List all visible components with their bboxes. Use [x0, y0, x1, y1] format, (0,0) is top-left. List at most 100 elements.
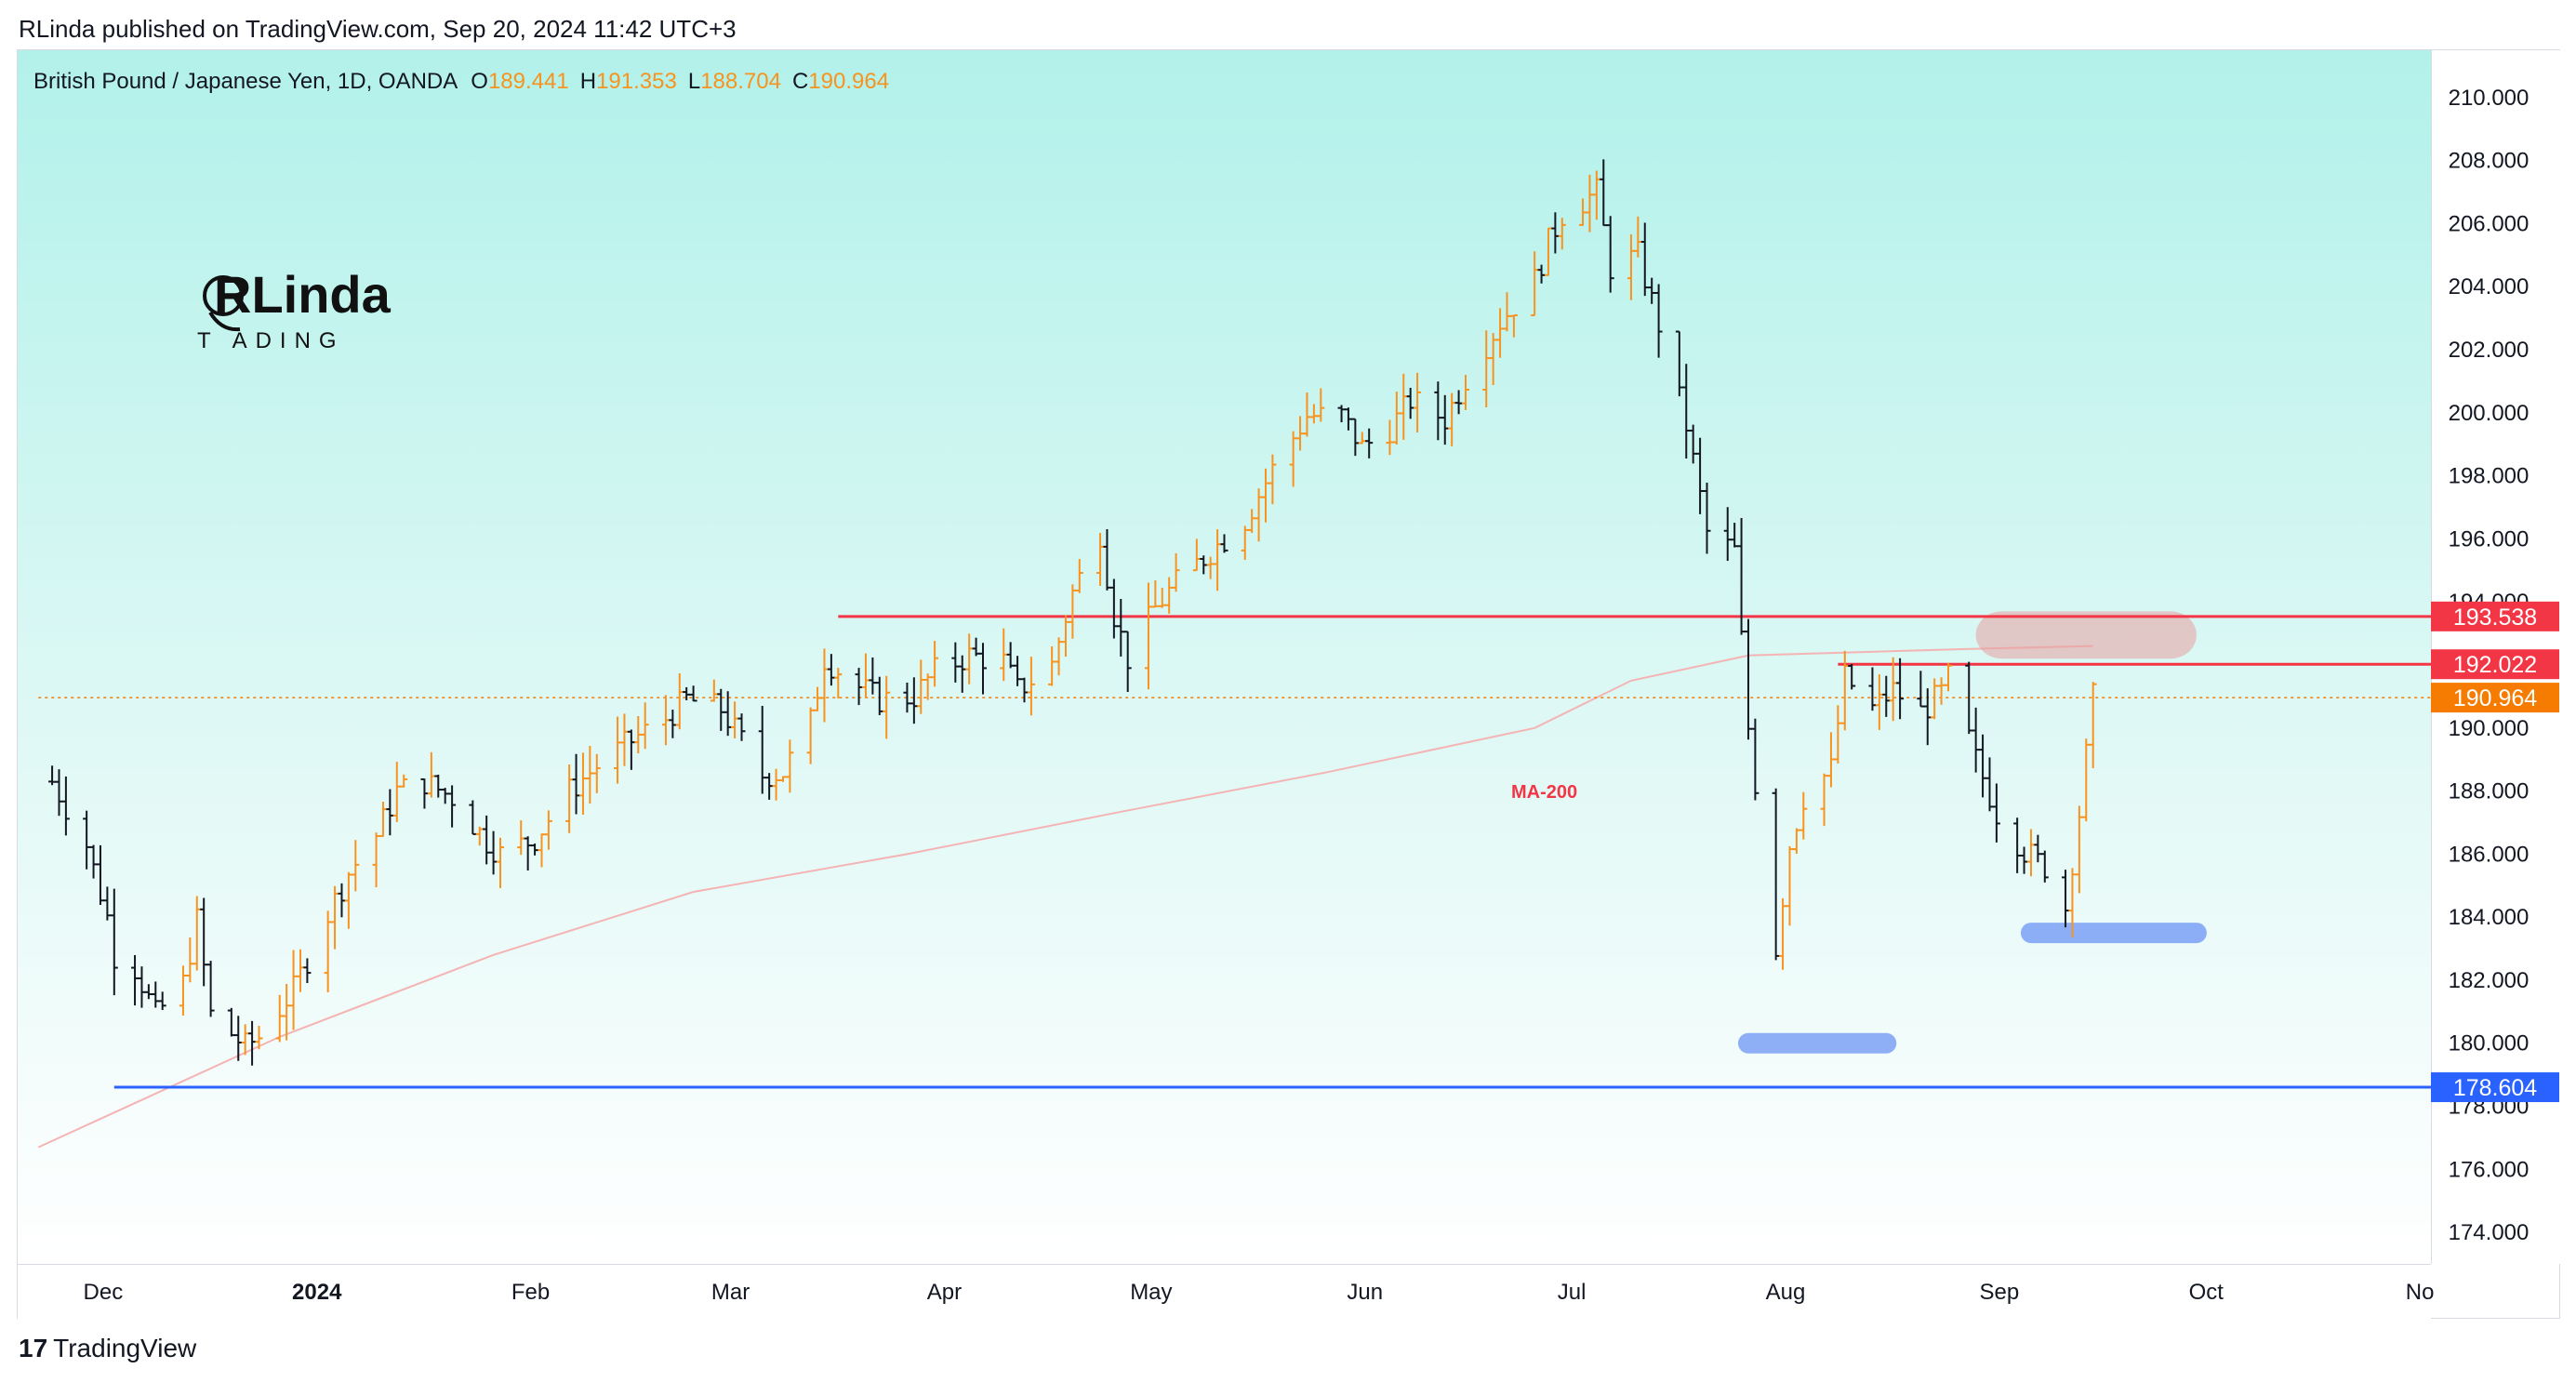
- ohlc-bar: [475, 826, 484, 846]
- ohlc-bar: [731, 701, 739, 738]
- ohlc-bar: [724, 691, 732, 737]
- ohlc-bar: [96, 844, 104, 906]
- ohlc-bar: [1834, 705, 1842, 764]
- ohlc-bar: [1896, 658, 1905, 720]
- ohlc-bar: [1509, 314, 1518, 338]
- ohlc-bar: [103, 886, 112, 921]
- ma200-label: MA-200: [1511, 782, 1577, 803]
- ohlc-bar: [758, 705, 766, 794]
- ohlc-bar: [765, 773, 774, 800]
- ohlc-bar: [883, 675, 891, 739]
- ohlc-bar: [614, 716, 622, 784]
- ohlc-bar: [1061, 615, 1069, 658]
- ohlc-bar: [1454, 390, 1463, 415]
- ohlc-bar: [1255, 488, 1263, 542]
- y-tick-label: 196.000: [2449, 526, 2530, 551]
- ohlc-bar: [917, 659, 925, 714]
- ohlc-bar: [1875, 674, 1883, 730]
- ohlc-bar: [138, 966, 146, 1008]
- ohlc-bar: [1482, 330, 1491, 408]
- ohlc-bar: [1386, 419, 1394, 456]
- ohlc-bar: [786, 739, 794, 793]
- ohlc-bar: [1503, 292, 1511, 332]
- symbol-legend: British Pound / Japanese Yen, 1D, OANDA O…: [33, 69, 900, 95]
- ohlc-bar: [592, 753, 601, 793]
- ohlc-bar: [820, 648, 829, 723]
- ohlc-bar: [1392, 392, 1401, 445]
- rlinda-logo: RLinda T ADING: [197, 265, 392, 353]
- ohlc-bar: [834, 668, 843, 699]
- price-tag: [2431, 601, 2559, 631]
- ohlc-bar: [1206, 556, 1215, 579]
- ohlc-bar: [951, 642, 960, 683]
- ohlc-bar: [1985, 757, 1994, 812]
- tradingview-logo-icon: 17: [19, 1334, 48, 1362]
- y-tick-label: 200.000: [2449, 401, 2530, 426]
- ohlc-bar: [627, 729, 635, 770]
- ohlc-bar: [1248, 509, 1256, 534]
- price-bars: [48, 159, 2097, 1066]
- ohlc-bar: [1848, 664, 1856, 690]
- ohlc-bar: [483, 815, 491, 865]
- x-tick-label: May: [1130, 1280, 1172, 1305]
- ohlc-bar: [1344, 407, 1352, 431]
- ohlc-bar: [1200, 555, 1208, 575]
- price-tags: 193.538 192.022 190.964 178.604: [2431, 601, 2559, 1103]
- ohlc-bar: [641, 702, 649, 750]
- ohlc-bar: [778, 776, 787, 782]
- ohlc-bar: [1144, 582, 1152, 690]
- open-value: 189.441: [487, 69, 569, 94]
- x-tick-label: Oct: [2189, 1280, 2224, 1305]
- ohlc-bar: [1000, 628, 1008, 682]
- ohlc-bar: [958, 655, 966, 693]
- y-tick-label: 190.000: [2449, 716, 2530, 741]
- ohlc-bar: [1627, 234, 1635, 300]
- ohlc-bar: [2020, 846, 2028, 874]
- ohlc-bar: [1123, 631, 1132, 693]
- ohlc-bar: [1165, 577, 1174, 614]
- ohlc-bar: [1923, 688, 1932, 746]
- ohlc-bar: [158, 991, 166, 1010]
- ohlc-bar: [1441, 394, 1449, 445]
- ohlc-bar: [1931, 678, 1939, 720]
- ohlc-bar: [1048, 646, 1056, 686]
- high-value: 191.353: [596, 69, 677, 94]
- ohlc-bar: [1937, 677, 1945, 705]
- ohlc-bar: [186, 937, 194, 983]
- ohlc-bar: [661, 695, 670, 746]
- ohlc-bar: [1261, 468, 1269, 523]
- y-tick-label: 208.000: [2449, 149, 2530, 174]
- ohlc-bar: [1696, 437, 1705, 514]
- ohlc-bar: [227, 1007, 235, 1037]
- ohlc-bar: [1496, 308, 1505, 358]
- price-tag: [2431, 1072, 2559, 1103]
- ohlc-bar: [1192, 538, 1201, 572]
- ohlc-bar: [331, 885, 339, 950]
- tradingview-footer[interactable]: 17 TradingView: [19, 1334, 196, 1363]
- ohlc-bar: [931, 641, 939, 687]
- ohlc-bar: [683, 686, 691, 700]
- ohlc-bar: [83, 810, 91, 870]
- ohlc-bar: [669, 710, 677, 738]
- ohlc-bar: [972, 637, 980, 657]
- ohlc-bar: [2013, 817, 2022, 873]
- y-tick-label: 186.000: [2449, 842, 2530, 867]
- ohlc-bar: [903, 682, 911, 713]
- ohlc-bar: [1779, 897, 1787, 970]
- ohlc-bar: [1358, 432, 1366, 445]
- ohlc-bar: [1737, 518, 1746, 635]
- ohlc-bar: [1172, 552, 1180, 592]
- y-tick-label: 188.000: [2449, 779, 2530, 804]
- ohlc-bar: [1600, 159, 1608, 227]
- x-tick-label: Jul: [1558, 1280, 1587, 1305]
- ohlc-bar: [1103, 528, 1111, 591]
- time-axis[interactable]: [18, 1264, 2431, 1319]
- y-tick-label: 210.000: [2449, 86, 2530, 111]
- ohlc-bar: [193, 896, 201, 971]
- ohlc-bar: [1689, 424, 1697, 464]
- ohlc-bar: [179, 965, 187, 1016]
- ohlc-bar: [544, 810, 552, 850]
- x-tick-label: Apr: [927, 1280, 962, 1305]
- ohlc-bar: [1400, 373, 1408, 440]
